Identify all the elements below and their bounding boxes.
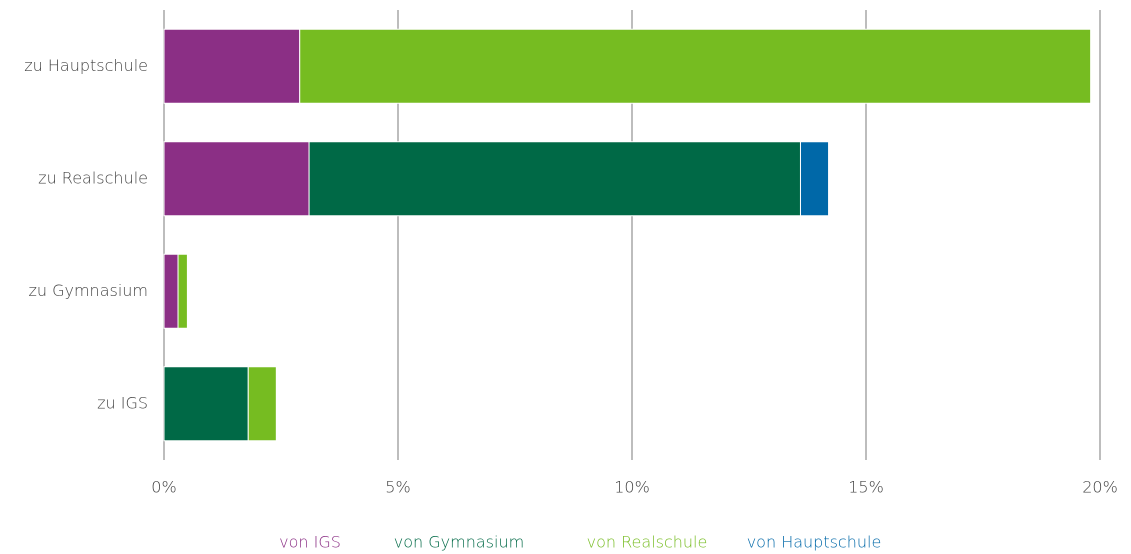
bar-segment: [799, 141, 830, 217]
legend-entry: von Realschule: [587, 533, 708, 552]
x-tick-label: 10%: [614, 478, 650, 497]
legend-entry: von IGS: [279, 533, 341, 552]
y-tick-label: zu Gymnasium: [28, 281, 148, 300]
legend-entry: von Gymnasium: [394, 533, 524, 552]
bar-segment: [163, 366, 249, 442]
y-tick-label: zu Realschule: [38, 168, 148, 187]
x-tick-label: 20%: [1082, 478, 1118, 497]
bar-segment: [308, 141, 801, 217]
bar-segment: [299, 28, 1092, 104]
bar-segment: [163, 28, 301, 104]
bar-segment: [177, 253, 188, 329]
bar-segment: [163, 141, 310, 217]
legend-entry: von Hauptschule: [747, 533, 882, 552]
x-tick-label: 0%: [151, 478, 176, 497]
y-tick-label: zu Hauptschule: [24, 56, 148, 75]
bar-segment: [247, 366, 277, 442]
y-tick-label: zu IGS: [97, 393, 148, 412]
x-tick-label: 5%: [385, 478, 410, 497]
bar-segment: [163, 253, 179, 329]
x-tick-label: 15%: [848, 478, 884, 497]
